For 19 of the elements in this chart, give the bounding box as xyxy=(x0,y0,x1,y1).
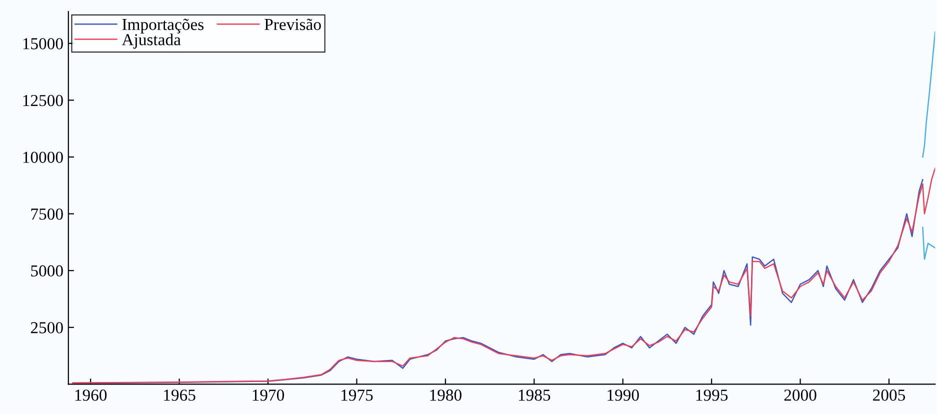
y-tick-label: 12500 xyxy=(23,94,63,106)
x-tick-label: 1990 xyxy=(608,390,639,401)
legend-label: Previsão xyxy=(264,18,321,30)
y-tick-label: 15000 xyxy=(23,38,63,50)
x-tick-label: 1985 xyxy=(518,390,550,401)
x-tick-label: 1960 xyxy=(75,390,107,401)
legend-label: Ajustada xyxy=(122,34,181,49)
x-tick-label: 1970 xyxy=(252,390,284,401)
x-tick-label: 1980 xyxy=(430,390,462,401)
y-tick-label: 2500 xyxy=(30,322,63,334)
x-tick-label: 2000 xyxy=(784,390,816,401)
y-tick-label: 7500 xyxy=(31,208,63,220)
y-tick-label: 10000 xyxy=(23,152,63,163)
legend-label: Importações xyxy=(122,18,204,34)
x-tick-label: 1975 xyxy=(342,390,373,401)
x-tick-label: 1995 xyxy=(696,390,728,401)
y-tick-label: 5000 xyxy=(31,265,63,277)
x-tick-label: 1965 xyxy=(164,390,196,401)
x-tick-label: 2005 xyxy=(873,390,906,401)
